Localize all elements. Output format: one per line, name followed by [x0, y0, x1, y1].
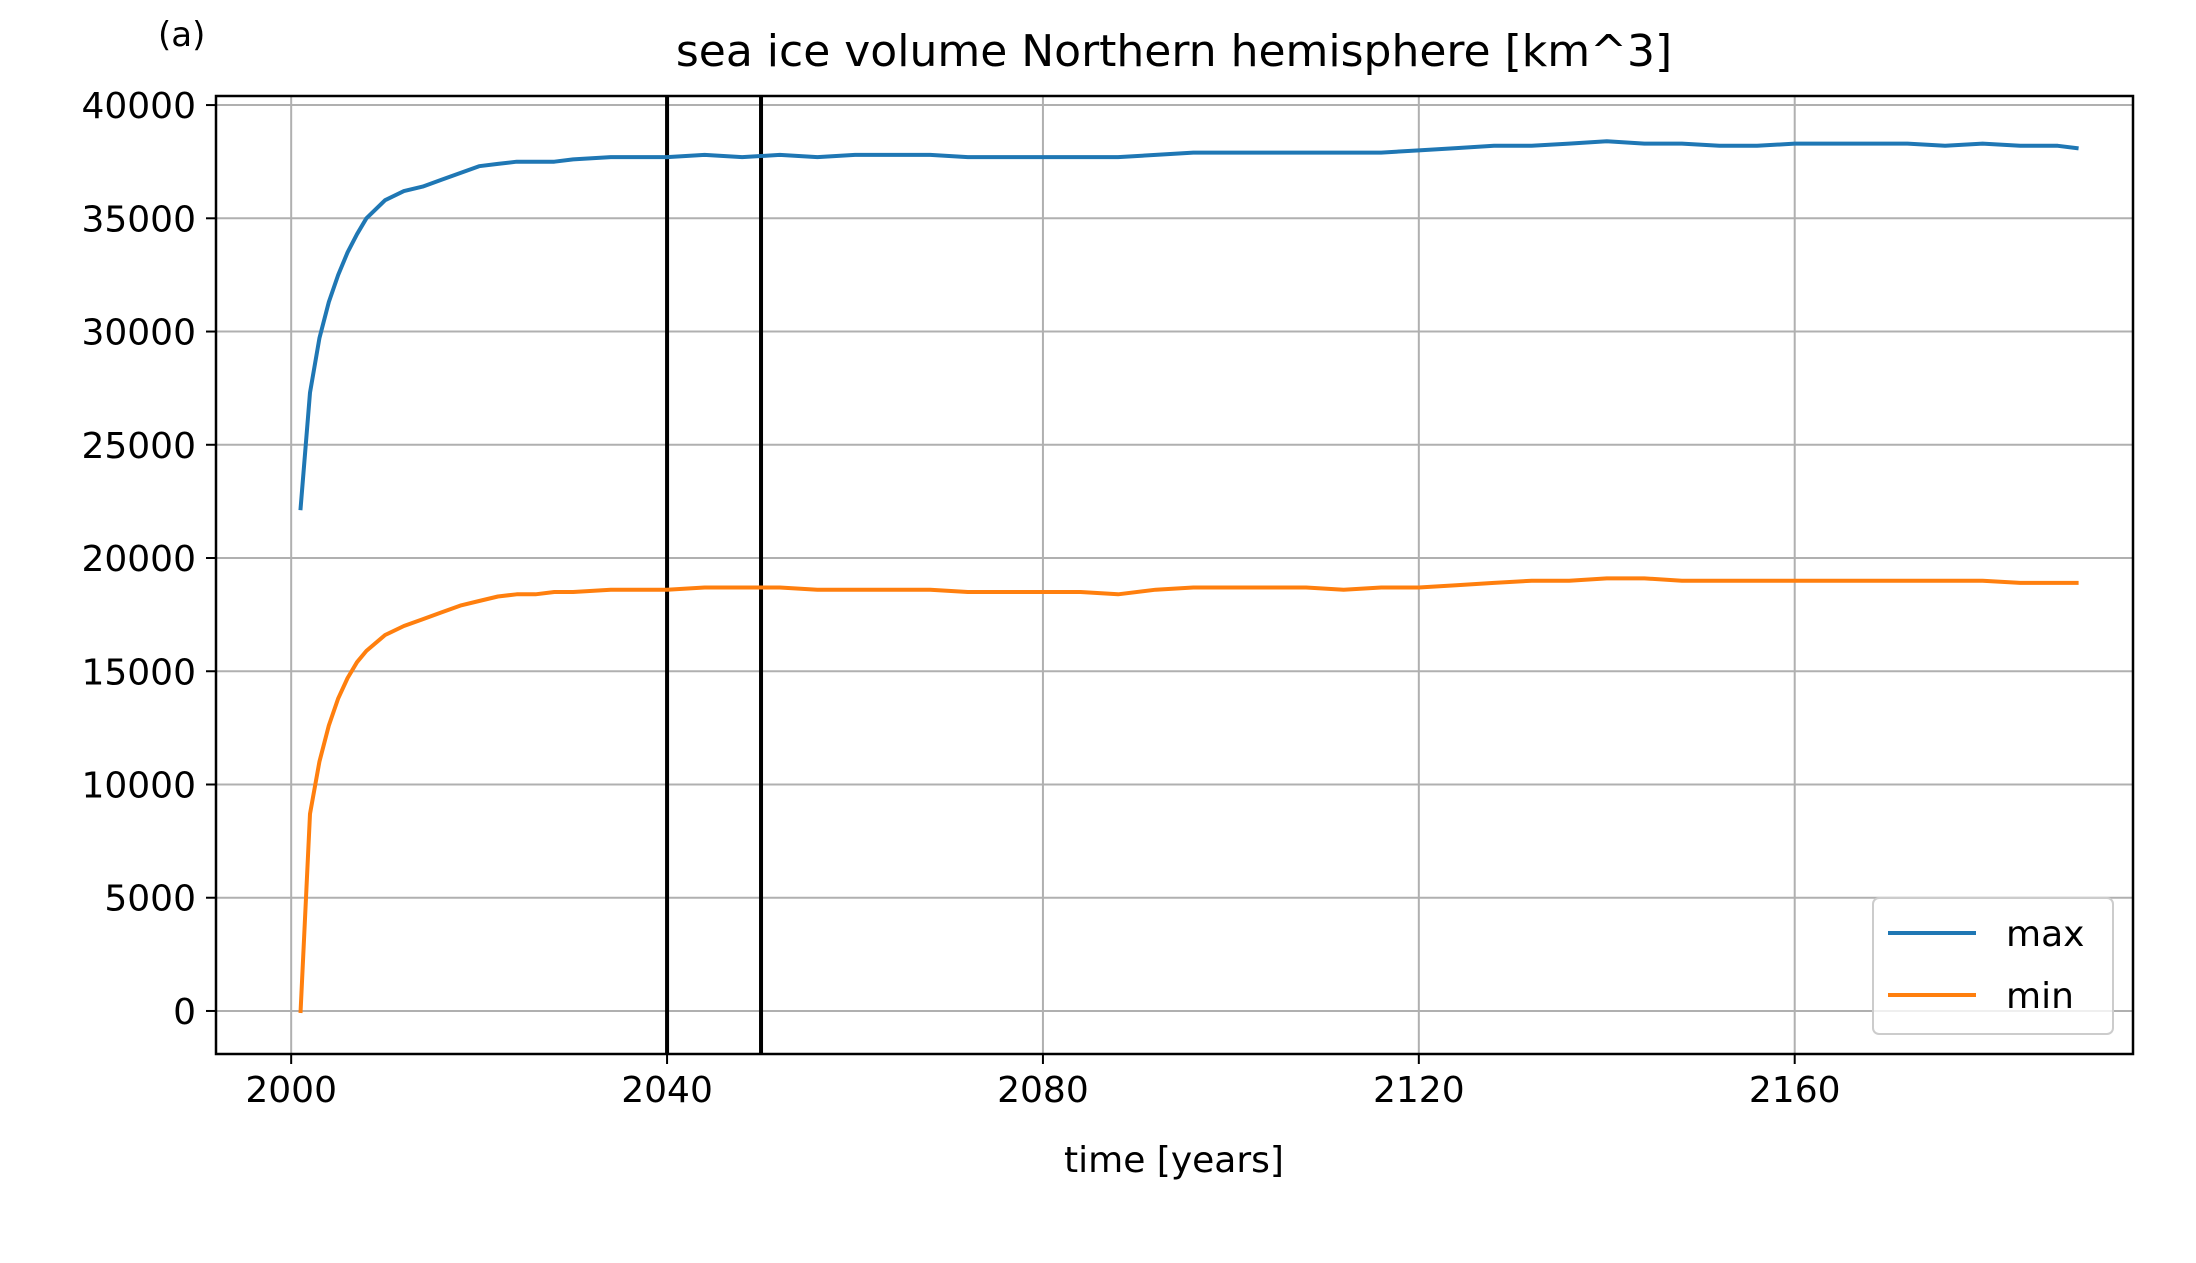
x-tick-label: 2080 [997, 1070, 1089, 1111]
x-tick-label: 2000 [245, 1070, 337, 1111]
series-line-min [298, 576, 2079, 1014]
vertical-marker-lines [665, 96, 764, 1054]
x-axis-ticks: 2000 2040 2080 2120 2160 [245, 1054, 1841, 1111]
y-tick-label: 20000 [81, 539, 196, 580]
y-tick-label: 0 [173, 992, 196, 1033]
legend-label-min: min [2006, 976, 2074, 1017]
x-tick-label: 2040 [621, 1070, 713, 1111]
legend-label-max: max [2006, 914, 2084, 955]
y-tick-label: 5000 [104, 879, 196, 920]
y-tick-label: 15000 [81, 652, 196, 693]
x-tick-label: 2120 [1373, 1070, 1465, 1111]
legend: max min [1872, 897, 2114, 1035]
y-tick-label: 30000 [81, 313, 196, 354]
y-tick-label: 25000 [81, 426, 196, 467]
grid-lines [216, 96, 2133, 1054]
y-tick-label: 35000 [81, 199, 196, 240]
x-axis-label: time [years] [1064, 1140, 1284, 1181]
panel-label: (a) [158, 15, 205, 55]
y-tick-label: 40000 [81, 86, 196, 127]
series-line-max [298, 139, 2079, 511]
series-lines [298, 139, 2079, 1014]
x-tick-label: 2160 [1749, 1070, 1841, 1111]
plot-frame [214, 94, 2135, 1056]
y-axis-ticks: 0 5000 10000 15000 20000 25000 30000 35000 40000 [81, 86, 216, 1033]
y-tick-label: 10000 [81, 765, 196, 806]
chart-title: sea ice volume Northern hemisphere [km^3… [676, 26, 1672, 77]
